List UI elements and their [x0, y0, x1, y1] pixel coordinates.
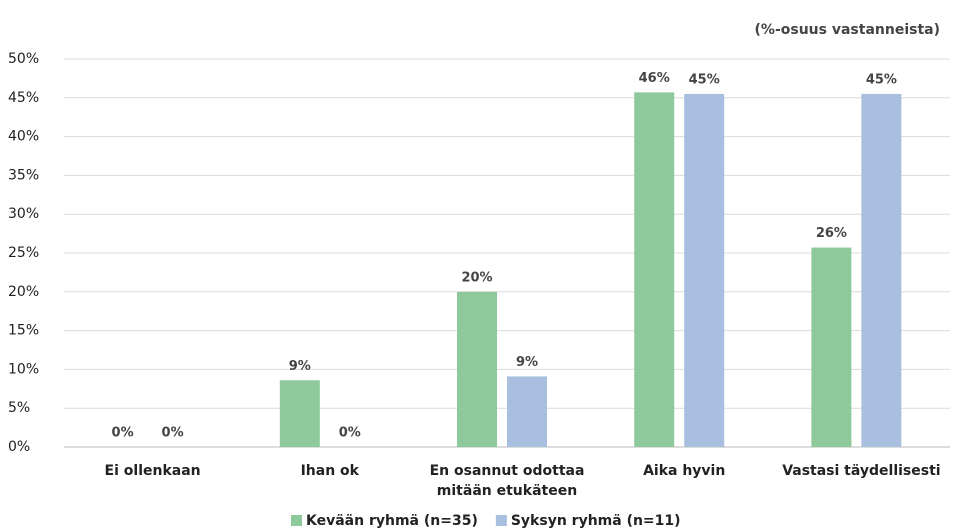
y-tick-label: 15%	[8, 323, 39, 339]
bar	[634, 92, 675, 448]
bar	[861, 93, 902, 448]
y-tick-label: 10%	[8, 361, 39, 377]
bar	[684, 93, 725, 448]
value-label: 0%	[339, 426, 361, 441]
subtitle: (%-osuus vastanneista)	[755, 22, 940, 38]
bar	[457, 291, 497, 447]
legend-label: Kevään ryhmä (n=35)	[306, 513, 478, 529]
value-label: 9%	[516, 355, 538, 370]
value-label: 0%	[162, 426, 184, 441]
value-label: 26%	[816, 226, 847, 241]
legend-swatch	[495, 515, 507, 526]
value-label: 0%	[112, 426, 134, 441]
x-tick-label: Ei ollenkaan	[104, 463, 201, 479]
x-tick-label: Aika hyvin	[643, 463, 726, 479]
value-label: 45%	[689, 72, 720, 87]
y-tick-label: 5%	[8, 400, 30, 416]
y-tick-label: 35%	[8, 167, 39, 183]
legend-swatch	[291, 515, 302, 526]
y-tick-label: 30%	[8, 206, 39, 222]
y-tick-label: 25%	[8, 245, 39, 261]
y-tick-label: 50%	[8, 51, 39, 67]
bar	[279, 380, 320, 447]
x-tick-label: En osannut odottaa mitään etukäteen	[429, 463, 585, 499]
value-label: 46%	[639, 71, 670, 86]
y-tick-label: 45%	[8, 90, 39, 106]
bar	[507, 376, 547, 447]
bar	[811, 247, 852, 447]
legend-label: Syksyn ryhmä (n=11)	[511, 513, 681, 529]
value-label: 45%	[866, 72, 897, 87]
x-tick-label: Ihan ok	[300, 463, 359, 479]
y-tick-label: 20%	[8, 284, 39, 300]
y-tick-label: 40%	[8, 129, 39, 145]
value-label: 9%	[289, 359, 311, 374]
value-label: 20%	[461, 270, 492, 285]
x-tick-label: Vastasi täydellisesti	[782, 463, 941, 479]
y-tick-label: 0%	[8, 439, 30, 455]
